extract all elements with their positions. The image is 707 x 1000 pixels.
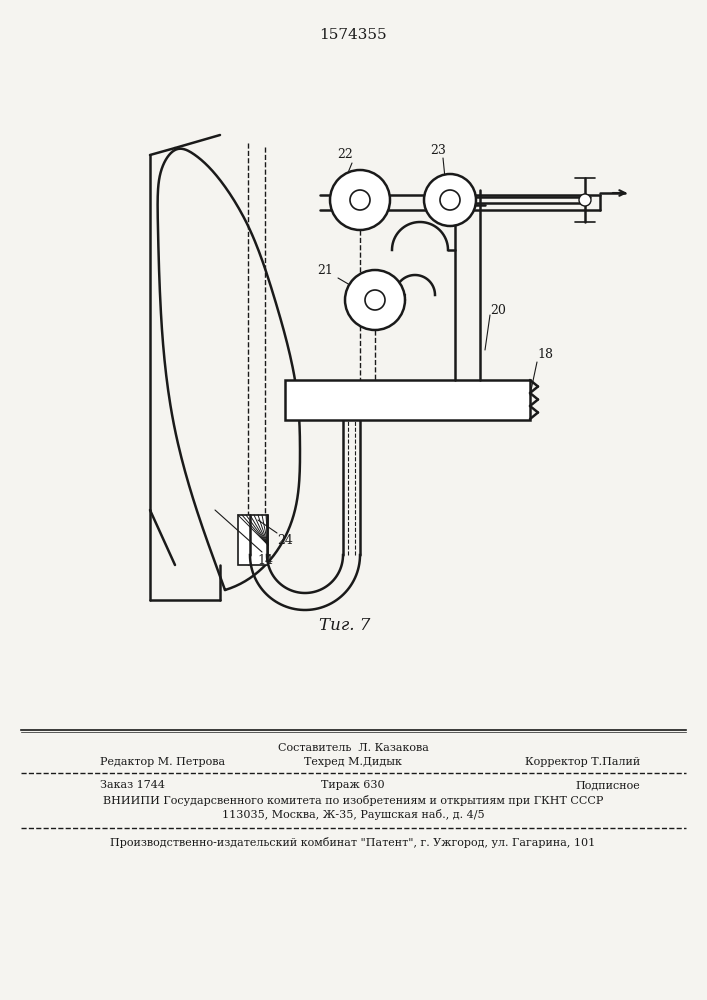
Text: Тираж 630: Тираж 630 [321,780,385,790]
Circle shape [365,290,385,310]
Circle shape [350,190,370,210]
Text: 18: 18 [537,349,553,361]
Circle shape [345,270,405,330]
Text: Подписное: Подписное [575,780,640,790]
Text: Техред М.Дидык: Техред М.Дидык [304,757,402,767]
Circle shape [330,170,390,230]
Text: 24: 24 [277,534,293,546]
Text: 14: 14 [257,554,273,566]
Text: Корректор Т.Палий: Корректор Т.Палий [525,757,640,767]
Text: Заказ 1744: Заказ 1744 [100,780,165,790]
Circle shape [440,190,460,210]
Text: 20: 20 [490,304,506,316]
Text: 21: 21 [317,263,333,276]
Circle shape [424,174,476,226]
Text: 113035, Москва, Ж-35, Раушская наб., д. 4/5: 113035, Москва, Ж-35, Раушская наб., д. … [222,810,484,820]
Text: ВНИИПИ Государсвенного комитета по изобретениям и открытиям при ГКНТ СССР: ВНИИПИ Государсвенного комитета по изобр… [103,794,603,806]
Text: Составитель  Л. Казакова: Составитель Л. Казакова [278,743,428,753]
Text: 22: 22 [337,148,353,161]
Circle shape [579,194,591,206]
Bar [238,515,268,565]
Bar [285,380,530,420]
Text: Производственно-издательский комбинат "Патент", г. Ужгород, ул. Гагарина, 101: Производственно-издательский комбинат "П… [110,838,595,848]
Text: 1574355: 1574355 [319,28,387,42]
Text: Редактор М. Петрова: Редактор М. Петрова [100,757,225,767]
Text: 23: 23 [430,143,446,156]
Text: Τиг. 7: Τиг. 7 [320,616,370,634]
